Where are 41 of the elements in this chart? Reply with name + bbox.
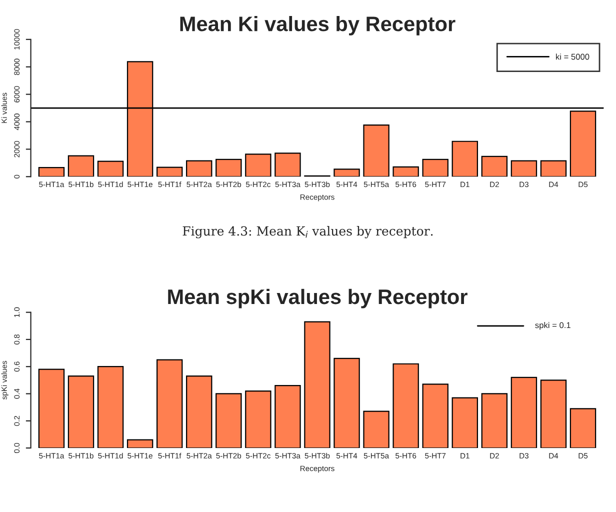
bar	[481, 393, 508, 448]
bar	[540, 160, 567, 177]
bar	[570, 110, 596, 177]
bar	[216, 393, 242, 448]
chart-title: Mean Ki values by Receptor	[180, 16, 456, 36]
bar	[422, 384, 448, 448]
bar	[422, 158, 448, 177]
bar	[334, 168, 360, 177]
bar	[481, 156, 508, 177]
bar	[274, 152, 301, 177]
bar	[452, 140, 478, 177]
bar	[97, 160, 124, 177]
annotation: spki = 0.1	[535, 322, 570, 330]
chart-title: Mean spKi values by Receptor	[168, 288, 468, 308]
bar	[510, 160, 538, 177]
bar	[38, 368, 65, 448]
bar	[245, 390, 272, 448]
bar	[363, 410, 390, 448]
bar	[97, 366, 124, 448]
bar	[186, 376, 212, 448]
bar	[452, 397, 478, 448]
bar	[392, 363, 419, 448]
legend-label: ki = 5000	[556, 54, 590, 60]
bar	[274, 385, 301, 448]
bar	[304, 321, 330, 448]
caption: Figure 4.3: Mean K$_{i}$ values by receptor.	[182, 226, 433, 238]
bar	[510, 376, 538, 448]
bar	[363, 124, 390, 177]
bar	[68, 155, 94, 177]
bar	[540, 380, 567, 448]
bar	[570, 408, 596, 448]
bar	[38, 167, 65, 177]
bar	[245, 154, 272, 177]
bar	[334, 358, 360, 448]
bar	[392, 166, 419, 177]
bar	[216, 158, 242, 177]
bar	[186, 160, 212, 177]
bar	[156, 359, 183, 448]
bar	[126, 439, 154, 448]
bar	[68, 376, 94, 448]
bar	[156, 166, 183, 177]
